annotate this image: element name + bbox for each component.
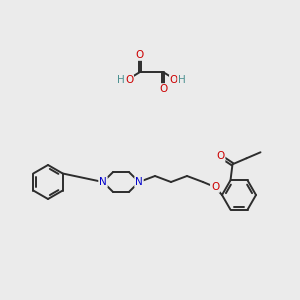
Text: H: H <box>178 75 186 85</box>
Text: O: O <box>170 75 178 85</box>
Text: O: O <box>211 182 219 192</box>
Text: O: O <box>159 84 167 94</box>
Text: O: O <box>216 151 225 161</box>
Text: N: N <box>99 177 107 187</box>
Text: N: N <box>135 177 143 187</box>
Text: O: O <box>136 50 144 60</box>
Text: H: H <box>117 75 125 85</box>
Text: O: O <box>125 75 133 85</box>
